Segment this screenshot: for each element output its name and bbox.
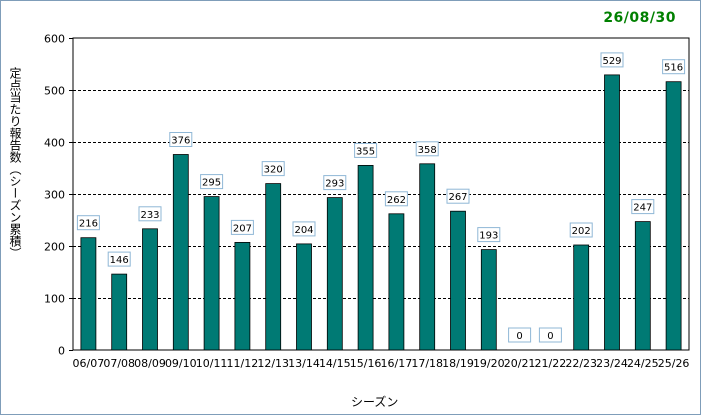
x-tick-label: 08/09 [134,357,166,370]
data-label: 516 [664,63,683,74]
data-label: 355 [356,146,375,157]
data-label-box [600,52,624,68]
data-label-box [446,188,470,204]
x-tick-label: 16/17 [381,357,413,370]
data-label: 293 [325,179,344,190]
bar-08-09 [142,228,158,351]
x-tick-label: 21/22 [535,357,567,370]
data-label: 262 [387,195,406,206]
x-axis-label: シーズン [351,395,399,409]
data-label: 146 [110,255,129,266]
bar-19-20 [480,249,497,351]
data-label: 207 [233,223,252,234]
data-label: 376 [171,136,190,147]
x-tick-label: 19/20 [473,357,505,370]
data-label: 204 [294,225,313,236]
data-label: 216 [79,219,98,230]
y-tick-label: 100 [44,293,65,306]
bar-07-08 [111,273,128,351]
data-label: 267 [448,192,467,203]
x-tick-label: 13/14 [288,357,320,370]
x-tick-label: 11/12 [227,357,259,370]
data-label-box [569,222,593,238]
data-label-box [200,174,224,190]
data-label: 193 [479,231,498,242]
bar-06-07 [80,237,97,351]
data-label-box [292,221,316,237]
bar-12-13 [265,183,282,351]
x-tick-label: 24/25 [627,357,659,370]
data-label-box [415,141,439,157]
data-label-box [508,327,532,343]
y-axis-label: 定点当たり報告数（シーズン累積） [8,67,22,259]
chart-date: 26/08/30 [603,10,676,26]
data-label: 358 [418,145,437,156]
data-label: 202 [572,226,591,237]
bar-17-18 [419,163,436,351]
x-tick-label: 15/16 [350,357,382,370]
bar-14-15 [326,197,343,351]
data-label: 247 [633,203,652,214]
x-tick-label: 14/15 [319,357,351,370]
y-tick-label: 0 [58,345,65,358]
data-label-box [477,227,501,243]
bar-15-16 [357,164,374,351]
data-label: 529 [602,56,621,67]
data-label: 0 [547,331,553,342]
x-tick-label: 23/24 [596,357,628,370]
bar-25-26 [665,81,682,351]
y-tick-label: 400 [44,137,65,150]
data-label-box [261,161,285,177]
data-label-box [107,251,131,267]
bar-13-14 [296,243,312,351]
x-tick-label: 22/23 [565,357,597,370]
x-tick-label: 25/26 [658,357,690,370]
x-tick-label: 10/11 [196,357,228,370]
x-tick-label: 07/08 [103,357,135,370]
y-tick-label: 500 [44,85,65,98]
data-label-box [76,215,100,231]
data-label: 295 [202,178,221,189]
x-tick-label: 12/13 [257,357,289,370]
data-label: 233 [140,210,159,221]
bar-10-11 [203,196,220,351]
bar-11-12 [234,241,251,351]
data-label-box [169,132,193,147]
data-label-box [138,206,162,222]
bar-22-23 [573,244,590,351]
data-label-box [354,142,378,158]
data-label: 0 [516,331,522,342]
bar-16-17 [388,213,405,351]
data-label-box [538,327,562,343]
data-label-box [662,59,686,75]
data-label: 320 [264,165,283,176]
data-label-box [631,199,655,215]
x-tick-label: 06/07 [73,357,105,370]
data-label-box [323,175,347,191]
x-tick-label: 20/21 [504,357,536,370]
bar-23-24 [604,74,620,351]
y-tick-label: 300 [44,189,65,202]
bar-09-10 [172,154,189,351]
x-tick-label: 18/19 [442,357,474,370]
bar-24-25 [634,221,651,351]
bar-18-19 [450,210,466,351]
y-tick-label: 600 [44,33,65,46]
x-tick-label: 09/10 [165,357,197,370]
data-label-box [384,191,408,207]
x-tick-label: 17/18 [411,357,443,370]
y-tick-label: 200 [44,241,65,254]
data-label-box [230,219,254,235]
